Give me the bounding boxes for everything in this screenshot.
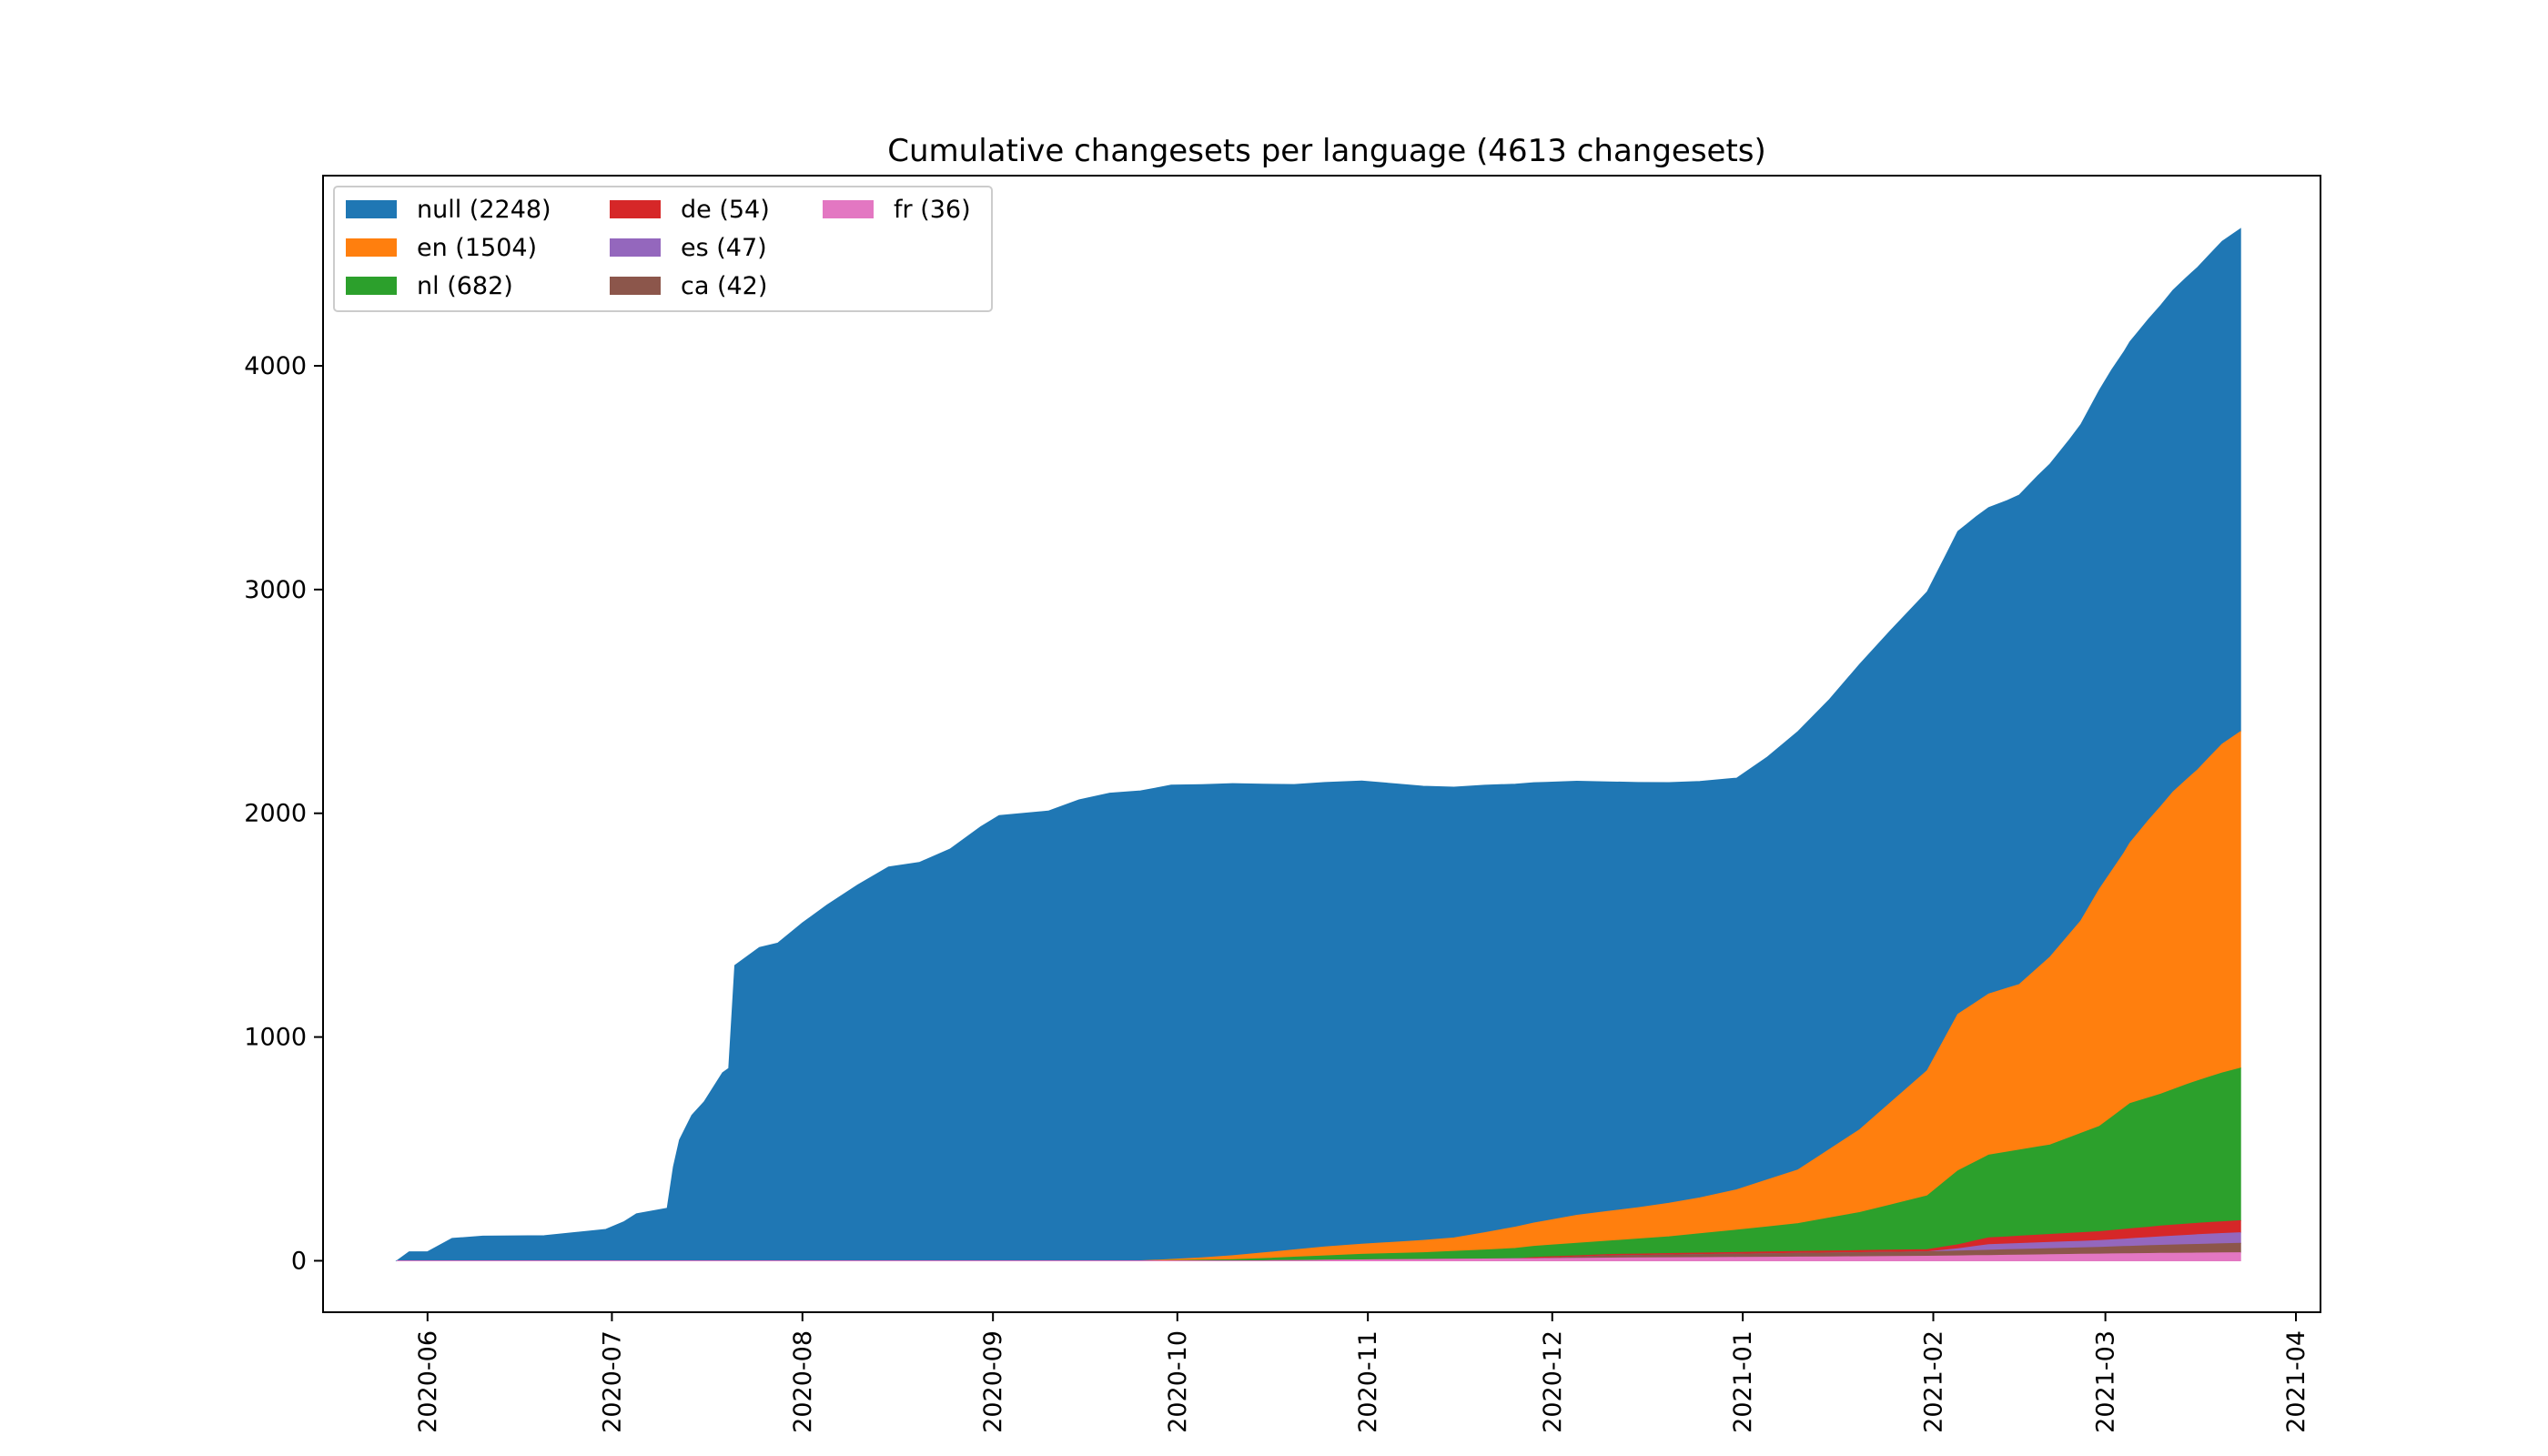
legend-label: en (1504) — [417, 234, 537, 262]
legend-swatch — [610, 200, 661, 218]
x-tick-label: 2021-04 — [2282, 1330, 2310, 1433]
legend-label: fr (36) — [894, 196, 971, 224]
legend-label: ca (42) — [681, 272, 767, 300]
legend-swatch — [346, 277, 397, 295]
legend-swatch — [610, 277, 661, 295]
y-axis: 0 1000 2000 3000 4000 — [244, 352, 323, 1275]
legend-label: de (54) — [681, 196, 770, 224]
x-tick-label: 2020-08 — [789, 1330, 817, 1433]
y-tick-label: 3000 — [244, 576, 307, 604]
legend: null (2248) en (1504) nl (682) de (54) es (4… — [333, 186, 993, 312]
x-tick-label: 2021-01 — [1729, 1330, 1757, 1433]
plot-frame — [322, 175, 2321, 1313]
x-tick-label: 2021-02 — [1920, 1330, 1948, 1433]
area-layer — [395, 228, 2241, 1261]
x-tick-label: 2020-10 — [1164, 1330, 1192, 1433]
x-tick-label: 2020-09 — [979, 1330, 1007, 1433]
y-tick-label: 4000 — [244, 352, 307, 380]
legend-swatch — [346, 238, 397, 257]
legend-label: es (47) — [681, 234, 767, 262]
x-tick-label: 2021-03 — [2092, 1330, 2120, 1433]
y-tick-label: 1000 — [244, 1024, 307, 1052]
legend-label: nl (682) — [417, 272, 513, 300]
y-tick-label: 0 — [291, 1247, 307, 1275]
legend-swatch — [823, 200, 874, 218]
legend-swatch — [610, 238, 661, 257]
x-tick-label: 2020-11 — [1354, 1330, 1382, 1433]
chart-title: Cumulative changesets per language (4613… — [887, 133, 1766, 169]
x-tick-label: 2020-07 — [598, 1330, 626, 1433]
x-tick-label: 2020-06 — [414, 1330, 442, 1433]
legend-label: null (2248) — [417, 196, 551, 224]
y-tick-label: 2000 — [244, 800, 307, 828]
x-tick-label: 2020-12 — [1539, 1330, 1567, 1433]
area-fr — [397, 1252, 2241, 1261]
legend-swatch — [346, 200, 397, 218]
x-axis: 2020-06 2020-07 2020-08 2020-09 2020-10 2020-… — [414, 1312, 2310, 1433]
